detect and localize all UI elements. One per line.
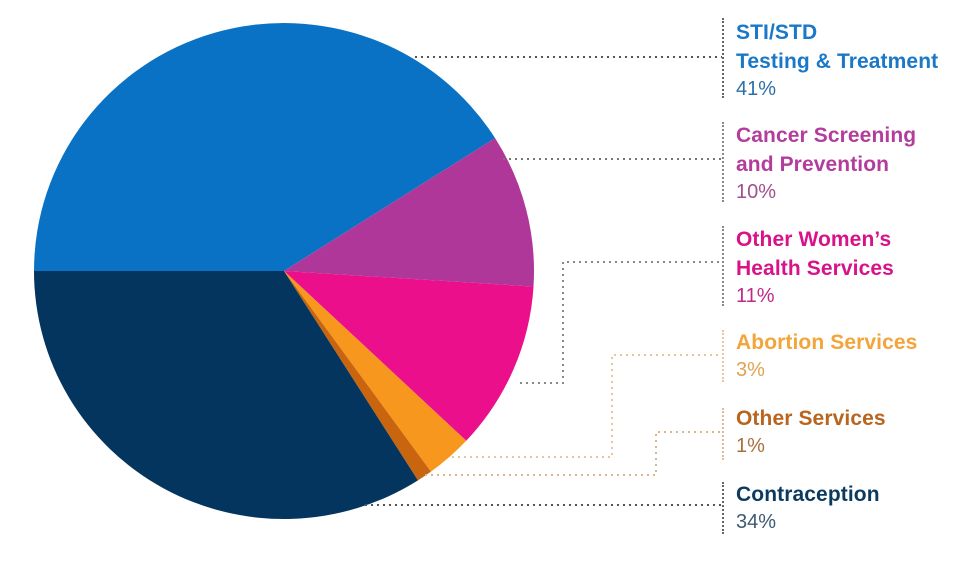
pie-slice-5 [34,271,418,519]
legend-bar-cancer [722,122,724,202]
leader-line-womens [520,261,722,384]
legend-item-sti: STI/STD Testing & Treatment 41% [736,18,938,102]
legend-bar-abortion [722,330,724,382]
legend-bar-womens [722,226,724,306]
legend-value: 1% [736,435,765,457]
legend-item-womens: Other Women’s Health Services 11% [736,225,894,309]
pie-slice-0 [33,22,496,271]
legend-label: STI/STD Testing & Treatment [736,21,939,73]
pie-slice-3 [284,271,467,472]
legend-item-abortion: Abortion Services 3% [736,328,917,383]
legend-label: Cancer Screening and Prevention [736,124,917,176]
legend-bar-sti [722,18,724,98]
legend-value: 34% [736,511,777,533]
legend-label: Contraception [736,483,880,506]
leader-lines [365,56,722,506]
pie-slice-4 [284,271,431,481]
legend-label: Abortion Services [736,331,918,354]
pie-slices [33,22,535,519]
legend-value: 11% [736,285,775,307]
legend-label: Other Services [736,407,886,430]
leader-line-abortion [452,354,722,458]
legend-item-other: Other Services 1% [736,404,886,459]
pie-slice-2 [284,271,534,441]
legend-label: Other Women’s Health Services [736,228,894,280]
legend-value: 41% [736,78,777,100]
leader-line-other [425,431,722,476]
legend-value: 3% [736,359,765,381]
pie-slice-1 [284,138,535,287]
legend-item-contraception: Contraception 34% [736,480,880,535]
legend-item-cancer: Cancer Screening and Prevention 10% [736,121,916,205]
legend-bar-other [722,408,724,460]
legend-value: 10% [736,181,777,203]
legend-bar-contraception [722,482,724,534]
